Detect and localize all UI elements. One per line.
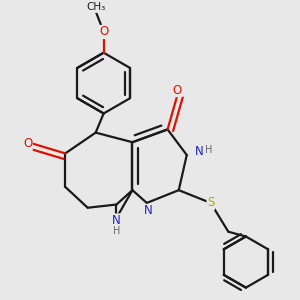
Text: H: H	[113, 226, 120, 236]
Text: S: S	[207, 196, 214, 209]
Text: O: O	[99, 26, 108, 38]
Text: H: H	[205, 145, 212, 155]
Text: O: O	[23, 137, 32, 150]
Text: O: O	[172, 84, 182, 97]
Text: N: N	[112, 214, 121, 227]
Text: N: N	[194, 145, 203, 158]
Text: N: N	[143, 204, 152, 218]
Text: CH₃: CH₃	[86, 2, 105, 12]
